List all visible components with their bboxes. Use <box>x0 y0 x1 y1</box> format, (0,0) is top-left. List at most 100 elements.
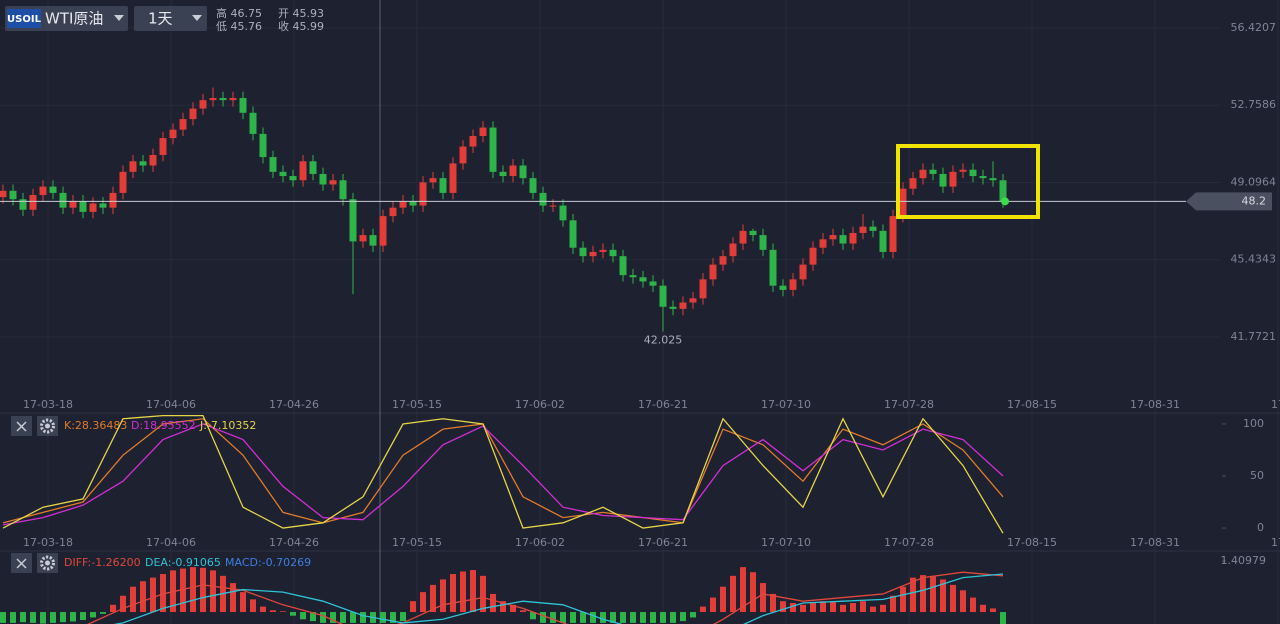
macd-bar <box>360 612 366 623</box>
candle-body <box>619 256 627 276</box>
macd-bar <box>680 612 686 622</box>
macd-bar <box>620 612 626 623</box>
candle-body <box>9 190 17 200</box>
y-tick-label: 41.7721 <box>1231 330 1277 343</box>
macd-bar <box>890 595 896 613</box>
x-tick-label: 17-06-02 <box>515 536 565 549</box>
x-tick-label: 17-06-21 <box>638 398 688 411</box>
candle-body <box>839 235 847 244</box>
macd-bar <box>460 571 466 613</box>
macd-bar <box>700 606 706 613</box>
macd-bar <box>750 572 756 613</box>
x-tick-label: 17-03-18 <box>23 536 73 549</box>
indicator-line <box>2 415 1004 534</box>
x-tick-label: 17-04-06 <box>146 536 196 549</box>
candle-body <box>649 281 657 286</box>
candle-body <box>919 169 927 179</box>
candle-body <box>179 119 187 130</box>
macd-bar <box>270 610 276 613</box>
x-tick-label: 17-06-21 <box>638 536 688 549</box>
candle-body <box>609 249 617 257</box>
highlight-box <box>896 144 1040 219</box>
candle-body <box>439 178 447 193</box>
macd-bar <box>880 604 886 613</box>
candle-body <box>699 279 707 299</box>
macd-bar <box>580 612 586 623</box>
candle-body <box>819 239 827 248</box>
candle-body <box>629 275 637 278</box>
candle-body <box>719 256 727 265</box>
candle-body <box>849 232 857 244</box>
candle-body <box>899 188 907 217</box>
candle-body <box>309 161 317 174</box>
macd-bar <box>140 581 146 613</box>
macd-bar <box>610 612 616 623</box>
y-tick-label: 50 <box>1250 469 1264 482</box>
macd-bar <box>770 593 776 613</box>
macd-bar <box>530 612 536 620</box>
settings-button[interactable] <box>37 416 58 436</box>
candle-body <box>29 195 37 210</box>
macd-bar <box>230 583 236 613</box>
macd-bar <box>70 612 76 622</box>
macd-bar <box>180 568 186 613</box>
low-annotation: 42.025 <box>644 334 683 347</box>
macd-bar <box>350 612 356 623</box>
macd-bar <box>820 601 826 613</box>
candle-body <box>789 279 797 290</box>
candle-body <box>169 129 177 139</box>
plots: 56.4207 52.7586 49.0964 45.4343 41.7721 17-03… <box>0 21 1280 624</box>
candle-body <box>459 146 467 164</box>
macd-bar <box>240 592 246 613</box>
candle-body <box>79 201 87 212</box>
macd-bar <box>800 604 806 613</box>
macd-bar <box>550 612 556 623</box>
candle-body <box>759 235 767 250</box>
settings-button[interactable] <box>37 553 58 573</box>
candle-body <box>769 249 777 286</box>
candle-body <box>739 230 747 244</box>
candle-body <box>269 157 277 172</box>
x-tick-label: 17 <box>1271 398 1280 411</box>
macd-bar <box>130 586 136 613</box>
macd-bar <box>1000 612 1006 624</box>
x-tick-label: 17-08-31 <box>1130 398 1180 411</box>
x-tick-label: 17-07-10 <box>761 536 811 549</box>
candle-body <box>779 285 787 290</box>
macd-bar <box>330 612 336 623</box>
x-tick-label: 17-08-15 <box>1007 536 1057 549</box>
candle-body <box>539 192 547 206</box>
macd-bar <box>870 606 876 613</box>
candle-body <box>189 108 197 120</box>
macd-bar <box>430 584 436 613</box>
macd-bar <box>670 612 676 623</box>
ohlc-open: 开 45.93 <box>278 7 324 20</box>
close-button[interactable] <box>11 553 32 573</box>
interval-selector[interactable] <box>134 6 207 31</box>
macd-bar <box>740 567 746 613</box>
macd-bar <box>420 592 426 613</box>
last-price-label: 48.2 <box>1242 194 1267 207</box>
candle-body <box>399 201 407 208</box>
close-button[interactable] <box>11 416 32 436</box>
candle-body <box>499 171 507 177</box>
legend-entry: DEA:-0.91065 <box>145 556 221 569</box>
candle-body <box>799 264 807 280</box>
macd-bar <box>630 612 636 623</box>
y-tick-label: 56.4207 <box>1231 21 1277 34</box>
macd-bar <box>560 612 566 623</box>
candle-body <box>809 247 817 265</box>
ohlc-high: 高 46.75 <box>216 6 262 20</box>
interval: 1天 <box>148 10 173 28</box>
candle-body <box>69 201 77 208</box>
macd-bar <box>500 601 506 613</box>
candle-body <box>679 302 687 309</box>
candle-body <box>249 112 257 134</box>
candle-body <box>119 171 127 193</box>
legend-entry: MACD:-0.70269 <box>225 556 311 569</box>
macd-bar <box>310 612 316 622</box>
macd-bar <box>160 574 166 613</box>
candle-body <box>449 163 457 193</box>
